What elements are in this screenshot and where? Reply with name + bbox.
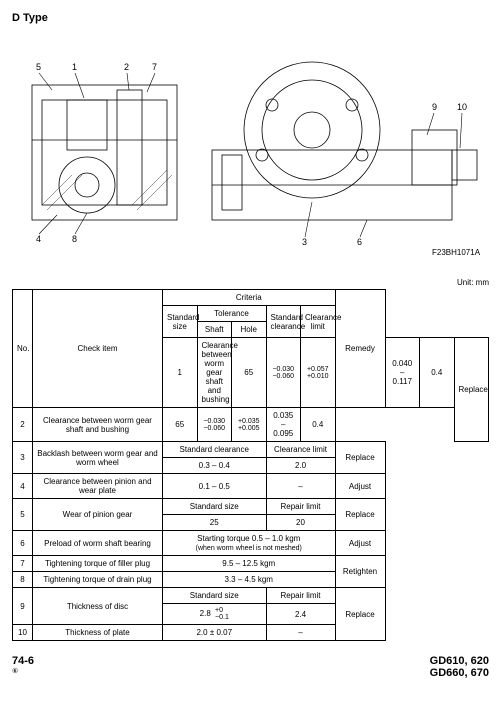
page-footer: 74-6 ⑥ GD610, 620 GD660, 670 (12, 655, 489, 679)
hdr-clearlimit2: Clearance limit (266, 442, 335, 458)
footer-right1: GD610, 620 (430, 655, 489, 667)
r8-no: 8 (13, 572, 33, 588)
r1-remedy: Replace (454, 338, 489, 442)
r3-lim: 2.0 (266, 458, 335, 474)
r3-no: 3 (13, 442, 33, 474)
r2-lim: 0.4 (301, 408, 336, 442)
r10-check: Thickness of plate (33, 625, 163, 641)
spec-table: No. Check item Criteria Remedy Standard … (12, 289, 489, 641)
r1-stdc: 0.040 – 0.117 (385, 338, 420, 408)
callout-5: 5 (36, 62, 41, 72)
diagram-ref: F23BH1071A (432, 248, 481, 257)
r1-shaft: −0.030−0.060 (266, 338, 301, 408)
footer-left-sub: ⑥ (12, 667, 34, 675)
hdr-repairlimit: Repair limit (266, 499, 335, 515)
r7-val: 9.5 – 12.5 kgm (163, 556, 336, 572)
hdr-std-size: Standard size (163, 306, 198, 338)
hdr-check: Check item (33, 290, 163, 408)
callout-1: 1 (72, 62, 77, 72)
r7-no: 7 (13, 556, 33, 572)
r2-check: Clearance between worm gear shaft and bu… (33, 408, 163, 442)
callout-2: 2 (124, 62, 129, 72)
hdr-tolerance: Tolerance (197, 306, 266, 322)
r6-no: 6 (13, 531, 33, 556)
r1-lim: 0.4 (420, 338, 455, 408)
r9-lim: 2.4 (266, 604, 335, 625)
r2-no: 2 (13, 408, 33, 442)
r4-remedy: Adjust (335, 474, 385, 499)
r9-std: 2.8 +0−0.1 (163, 604, 267, 625)
r1-hole: +0.057+0.010 (301, 338, 336, 408)
r10-no: 10 (13, 625, 33, 641)
callout-6: 6 (357, 237, 362, 247)
r4-std: 0.1 – 0.5 (163, 474, 267, 499)
hdr-repairlimit2: Repair limit (266, 588, 335, 604)
r3-remedy: Replace (335, 442, 385, 474)
r2-shaft: −0.030−0.060 (197, 408, 232, 442)
callout-9: 9 (432, 102, 437, 112)
r2-size: 65 (163, 408, 198, 442)
r10-std: 2.0 ± 0.07 (163, 625, 267, 641)
r5-remedy: Replace (335, 499, 385, 531)
r4-no: 4 (13, 474, 33, 499)
hdr-shaft: Shaft (197, 322, 232, 338)
r10-lim: – (266, 625, 335, 641)
hdr-criteria: Criteria (163, 290, 336, 306)
hdr-hole: Hole (232, 322, 267, 338)
hdr-clear-limit: Clearance limit (301, 306, 336, 338)
r6-remedy: Adjust (335, 531, 385, 556)
callout-4: 4 (36, 234, 41, 244)
hdr-std-clear: Standard clearance (266, 306, 301, 338)
r6-check: Preload of worm shaft bearing (33, 531, 163, 556)
hdr-stdsize3: Standard size (163, 588, 267, 604)
r8-val: 3.3 – 4.5 kgm (163, 572, 336, 588)
r7-check: Tightening torque of filler plug (33, 556, 163, 572)
callout-10: 10 (457, 102, 467, 112)
callout-7: 7 (152, 62, 157, 72)
r3-std: 0.3 – 0.4 (163, 458, 267, 474)
r4-check: Clearance between pinion and wear plate (33, 474, 163, 499)
r5-std: 25 (163, 515, 267, 531)
r4-lim: – (266, 474, 335, 499)
r5-check: Wear of pinion gear (33, 499, 163, 531)
r8-check: Tightening torque of drain plug (33, 572, 163, 588)
callout-8: 8 (72, 234, 77, 244)
r1-check: Clearance between worm gear shaft and bu… (197, 338, 232, 408)
r2-stdc: 0.035 – 0.095 (266, 408, 301, 442)
page-title: D Type (12, 12, 489, 24)
hdr-remedy: Remedy (335, 290, 385, 408)
r3-check: Backlash between worm gear and worm whee… (33, 442, 163, 474)
r9-check: Thickness of disc (33, 588, 163, 625)
r1-no: 1 (163, 338, 198, 408)
hdr-no: No. (13, 290, 33, 408)
mechanical-diagram: 5 1 2 7 4 8 9 10 3 6 F23BH1071A (12, 30, 489, 270)
unit-label: Unit: mm (12, 278, 489, 287)
footer-right2: GD660, 670 (430, 667, 489, 679)
footer-left: 74-6 (12, 655, 34, 667)
hdr-stdclear2: Standard clearance (163, 442, 267, 458)
r9-no: 9 (13, 588, 33, 625)
hdr-stdsize2: Standard size (163, 499, 267, 515)
callout-3: 3 (302, 237, 307, 247)
r5-no: 5 (13, 499, 33, 531)
r6-val: Starting torque 0.5 – 1.0 kgm(when worm … (163, 531, 336, 556)
r9-remedy: Replace (335, 588, 385, 641)
r5-lim: 20 (266, 515, 335, 531)
r7-remedy: Retighten (335, 556, 385, 588)
r2-hole: +0.035+0.005 (232, 408, 267, 442)
